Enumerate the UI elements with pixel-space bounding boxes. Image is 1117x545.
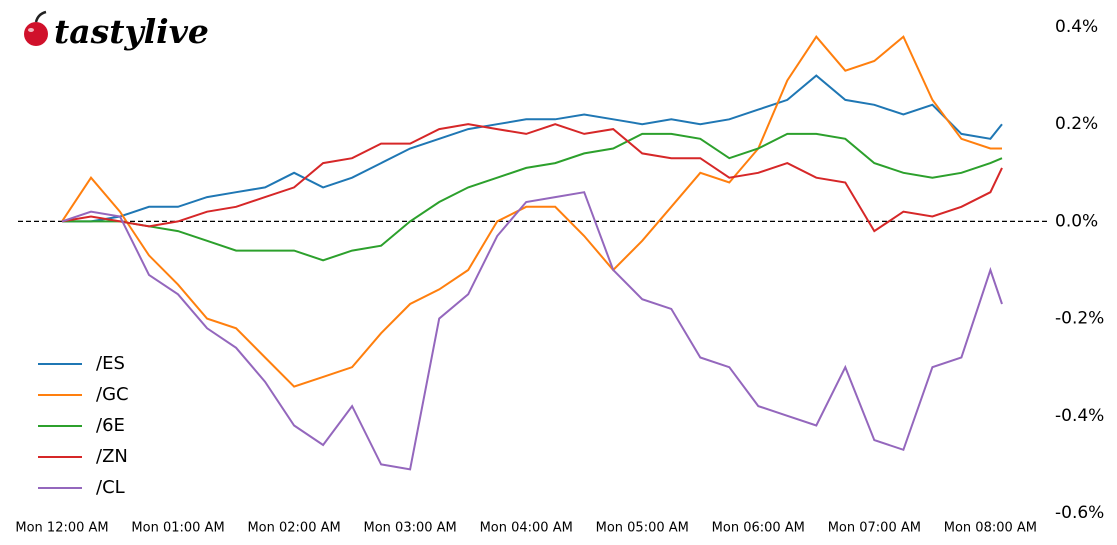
series-line bbox=[61, 123, 1003, 233]
legend-label: /6E bbox=[96, 415, 125, 436]
y-tick-label: -0.6% bbox=[1055, 503, 1104, 523]
y-tick-label: 0.0% bbox=[1055, 211, 1098, 231]
x-tick-label: Mon 07:00 AM bbox=[828, 521, 921, 536]
series-line bbox=[62, 74, 1003, 223]
y-tick-label: -0.2% bbox=[1055, 309, 1104, 329]
legend-label: /ZN bbox=[96, 446, 128, 467]
brand: tastylive bbox=[54, 12, 209, 51]
logo-icon bbox=[24, 10, 48, 46]
legend-label: /ES bbox=[96, 353, 125, 374]
y-tick-label: 0.4% bbox=[1055, 17, 1098, 37]
x-tick-label: Mon 06:00 AM bbox=[712, 521, 805, 536]
x-tick-label: Mon 04:00 AM bbox=[480, 521, 573, 536]
x-tick-label: Mon 08:00 AM bbox=[944, 521, 1037, 536]
y-tick-label: -0.4% bbox=[1055, 406, 1104, 426]
series-line bbox=[62, 132, 1003, 262]
x-tick-label: Mon 05:00 AM bbox=[596, 521, 689, 536]
legend-label: /GC bbox=[96, 384, 129, 405]
legend-label: /CL bbox=[96, 477, 125, 498]
x-tick-label: Mon 02:00 AM bbox=[247, 521, 340, 536]
x-tick-label: Mon 12:00 AM bbox=[15, 521, 108, 536]
series-line bbox=[61, 191, 1003, 471]
y-tick-label: 0.2% bbox=[1055, 114, 1098, 134]
x-tick-label: Mon 03:00 AM bbox=[364, 521, 457, 536]
x-tick-label: Mon 01:00 AM bbox=[131, 521, 224, 536]
series-line bbox=[61, 35, 1002, 388]
